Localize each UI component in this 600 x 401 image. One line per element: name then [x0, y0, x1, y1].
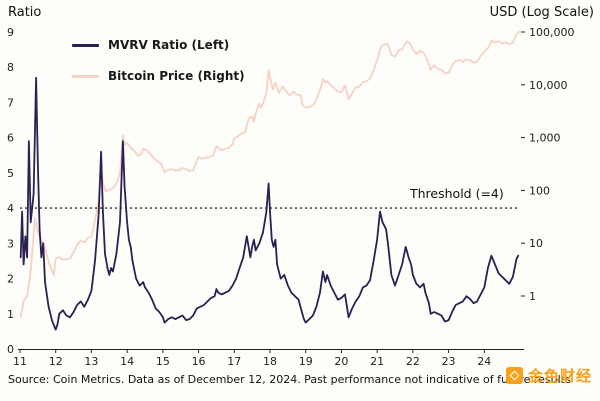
- x-tick-label: 14: [120, 355, 134, 368]
- y-left-tick-label: 6: [7, 132, 14, 145]
- watermark: 金色财经: [505, 365, 592, 386]
- x-tick-label: 17: [227, 355, 241, 368]
- y-left-tick-label: 2: [7, 273, 14, 286]
- x-tick-label: 20: [334, 355, 348, 368]
- mvrv-line: [19, 76, 520, 331]
- y-left-tick-label: 5: [7, 167, 14, 180]
- legend-item-bitcoin: Bitcoin Price (Right): [72, 69, 245, 83]
- x-tick-label: 22: [406, 355, 420, 368]
- x-tick-label: 13: [84, 355, 98, 368]
- legend-item-mvrv: MVRV Ratio (Left): [72, 38, 245, 52]
- y-left-tick-label: 0: [7, 343, 14, 356]
- y-right-tick-label: 100,000: [529, 26, 575, 39]
- jinse-logo-icon: [505, 367, 523, 384]
- legend: MVRV Ratio (Left) Bitcoin Price (Right): [72, 38, 245, 83]
- right-axis-title: USD (Log Scale): [489, 5, 594, 20]
- y-left-tick-label: 4: [7, 202, 14, 215]
- x-tick-label: 21: [370, 355, 384, 368]
- x-tick-label: 12: [49, 355, 63, 368]
- y-left-tick-label: 9: [7, 26, 14, 39]
- threshold-label: Threshold (=4): [410, 186, 504, 201]
- y-left-tick-label: 3: [7, 237, 14, 250]
- x-tick-label: 19: [299, 355, 313, 368]
- bitcoin-price-line: [19, 30, 520, 318]
- y-right-tick-label: 10: [529, 237, 543, 250]
- y-left-tick-label: 1: [7, 308, 14, 321]
- y-right-tick-label: 100: [529, 184, 550, 197]
- x-tick-label: 16: [192, 355, 206, 368]
- legend-label-mvrv: MVRV Ratio (Left): [108, 38, 230, 52]
- y-right-tick-label: 10,000: [529, 79, 568, 92]
- mvrv-line-swatch: [72, 43, 99, 47]
- x-tick-label: 11: [13, 355, 27, 368]
- x-tick-label: 15: [156, 355, 170, 368]
- x-tick-label: 18: [263, 355, 277, 368]
- source-note: Source: Coin Metrics. Data as of Decembe…: [8, 373, 571, 386]
- watermark-text: 金色财经: [527, 367, 592, 385]
- y-right-tick-label: 1,000: [529, 132, 561, 145]
- y-left-tick-label: 8: [7, 61, 14, 74]
- bitcoin-line-swatch: [72, 74, 99, 78]
- left-axis-title: Ratio: [8, 5, 42, 20]
- x-tick-label: 24: [477, 355, 491, 368]
- legend-label-bitcoin: Bitcoin Price (Right): [108, 69, 245, 83]
- x-tick-label: 23: [442, 355, 456, 368]
- y-right-tick-label: 1: [529, 290, 536, 303]
- y-left-tick-label: 7: [7, 96, 14, 109]
